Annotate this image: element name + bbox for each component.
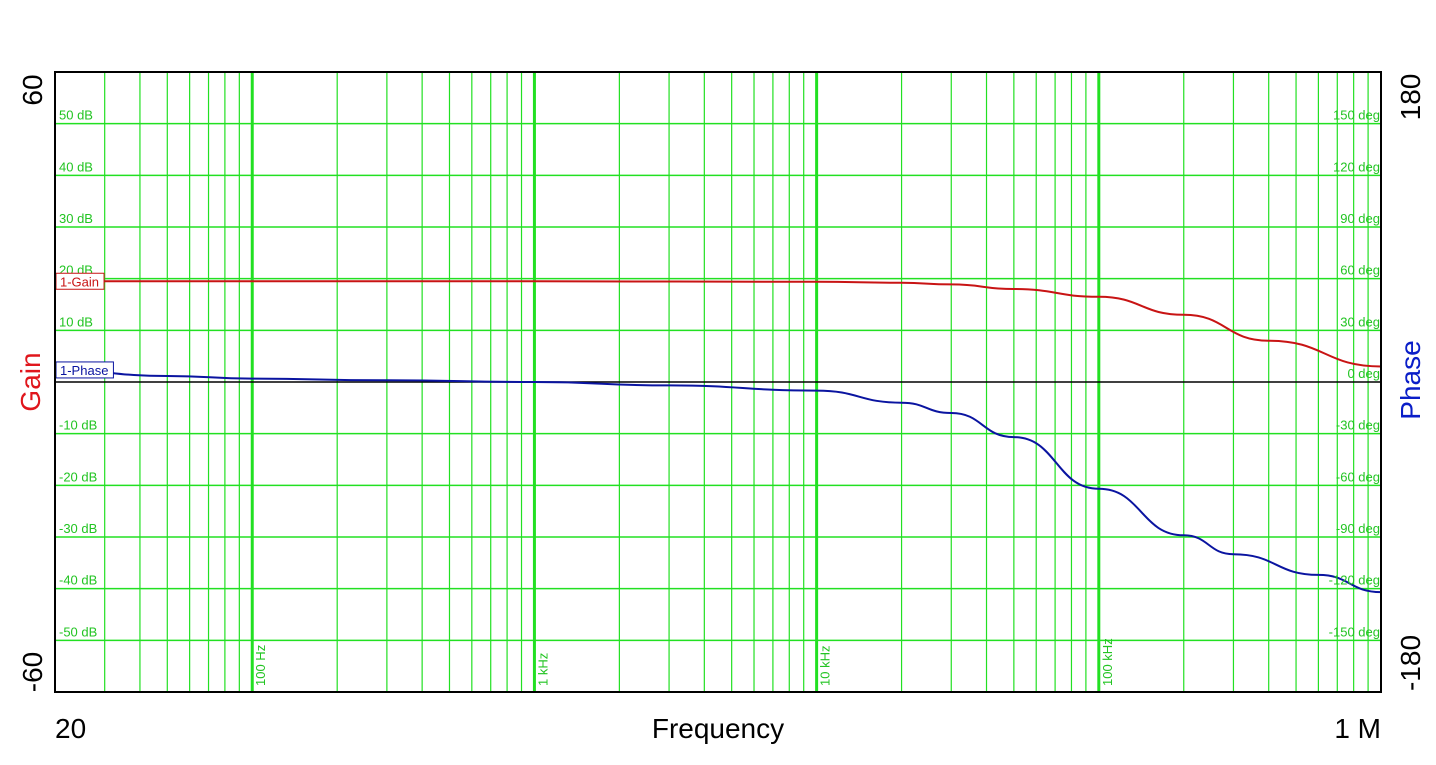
gain-tick-label: -50 dB — [59, 624, 97, 639]
series-line-1-phase — [54, 368, 1382, 594]
gain-tick-label: 30 dB — [59, 211, 93, 226]
phase-tick-label: -30 deg — [1336, 418, 1380, 433]
phase-tick-label: 90 deg — [1340, 211, 1380, 226]
gain-tick-label: -30 dB — [59, 521, 97, 536]
series-layer — [54, 280, 1382, 594]
phase-tick-label: 0 deg — [1347, 366, 1380, 381]
phase-tick-label: 60 deg — [1340, 263, 1380, 278]
x-axis-max-label: 1 M — [1334, 713, 1381, 744]
frequency-decade-label: 10 kHz — [818, 646, 833, 686]
gain-axis-min-label: -60 — [17, 652, 48, 692]
gain-axis-title: Gain — [15, 352, 46, 411]
phase-axis-max-label: 180 — [1395, 74, 1426, 121]
phase-tick-label: 30 deg — [1340, 314, 1380, 329]
legend-label: 1-Phase — [60, 363, 108, 378]
phase-tick-label: -90 deg — [1336, 521, 1380, 536]
series-line-1-gain — [55, 280, 1382, 368]
phase-tick-label: -120 deg — [1329, 573, 1380, 588]
legend-1-phase: 1-Phase — [55, 361, 114, 379]
frequency-decade-label: 100 Hz — [253, 645, 268, 686]
gain-tick-label: -10 dB — [59, 418, 97, 433]
gain-tick-label: 10 dB — [59, 314, 93, 329]
phase-tick-label: 120 deg — [1333, 159, 1380, 174]
gain-tick-label: 50 dB — [59, 108, 93, 123]
gain-tick-label: 40 dB — [59, 159, 93, 174]
phase-axis-min-label: -180 — [1395, 635, 1426, 691]
legend-1-gain: 1-Gain — [55, 272, 105, 290]
x-axis-title: Frequency — [652, 713, 784, 744]
frequency-decade-label: 100 kHz — [1100, 638, 1115, 686]
phase-tick-label: -60 deg — [1336, 469, 1380, 484]
phase-tick-label: 150 deg — [1333, 108, 1380, 123]
gain-tick-label: -40 dB — [59, 573, 97, 588]
legend-label: 1-Gain — [60, 274, 99, 289]
phase-tick-label: -150 deg — [1329, 624, 1380, 639]
phase-axis-title: Phase — [1395, 340, 1426, 419]
gain-tick-label: -20 dB — [59, 469, 97, 484]
x-axis-min-label: 20 — [55, 713, 86, 744]
frequency-decade-label: 1 kHz — [535, 653, 550, 686]
gain-axis-max-label: 60 — [17, 74, 48, 105]
plot-frame — [54, 71, 1382, 693]
